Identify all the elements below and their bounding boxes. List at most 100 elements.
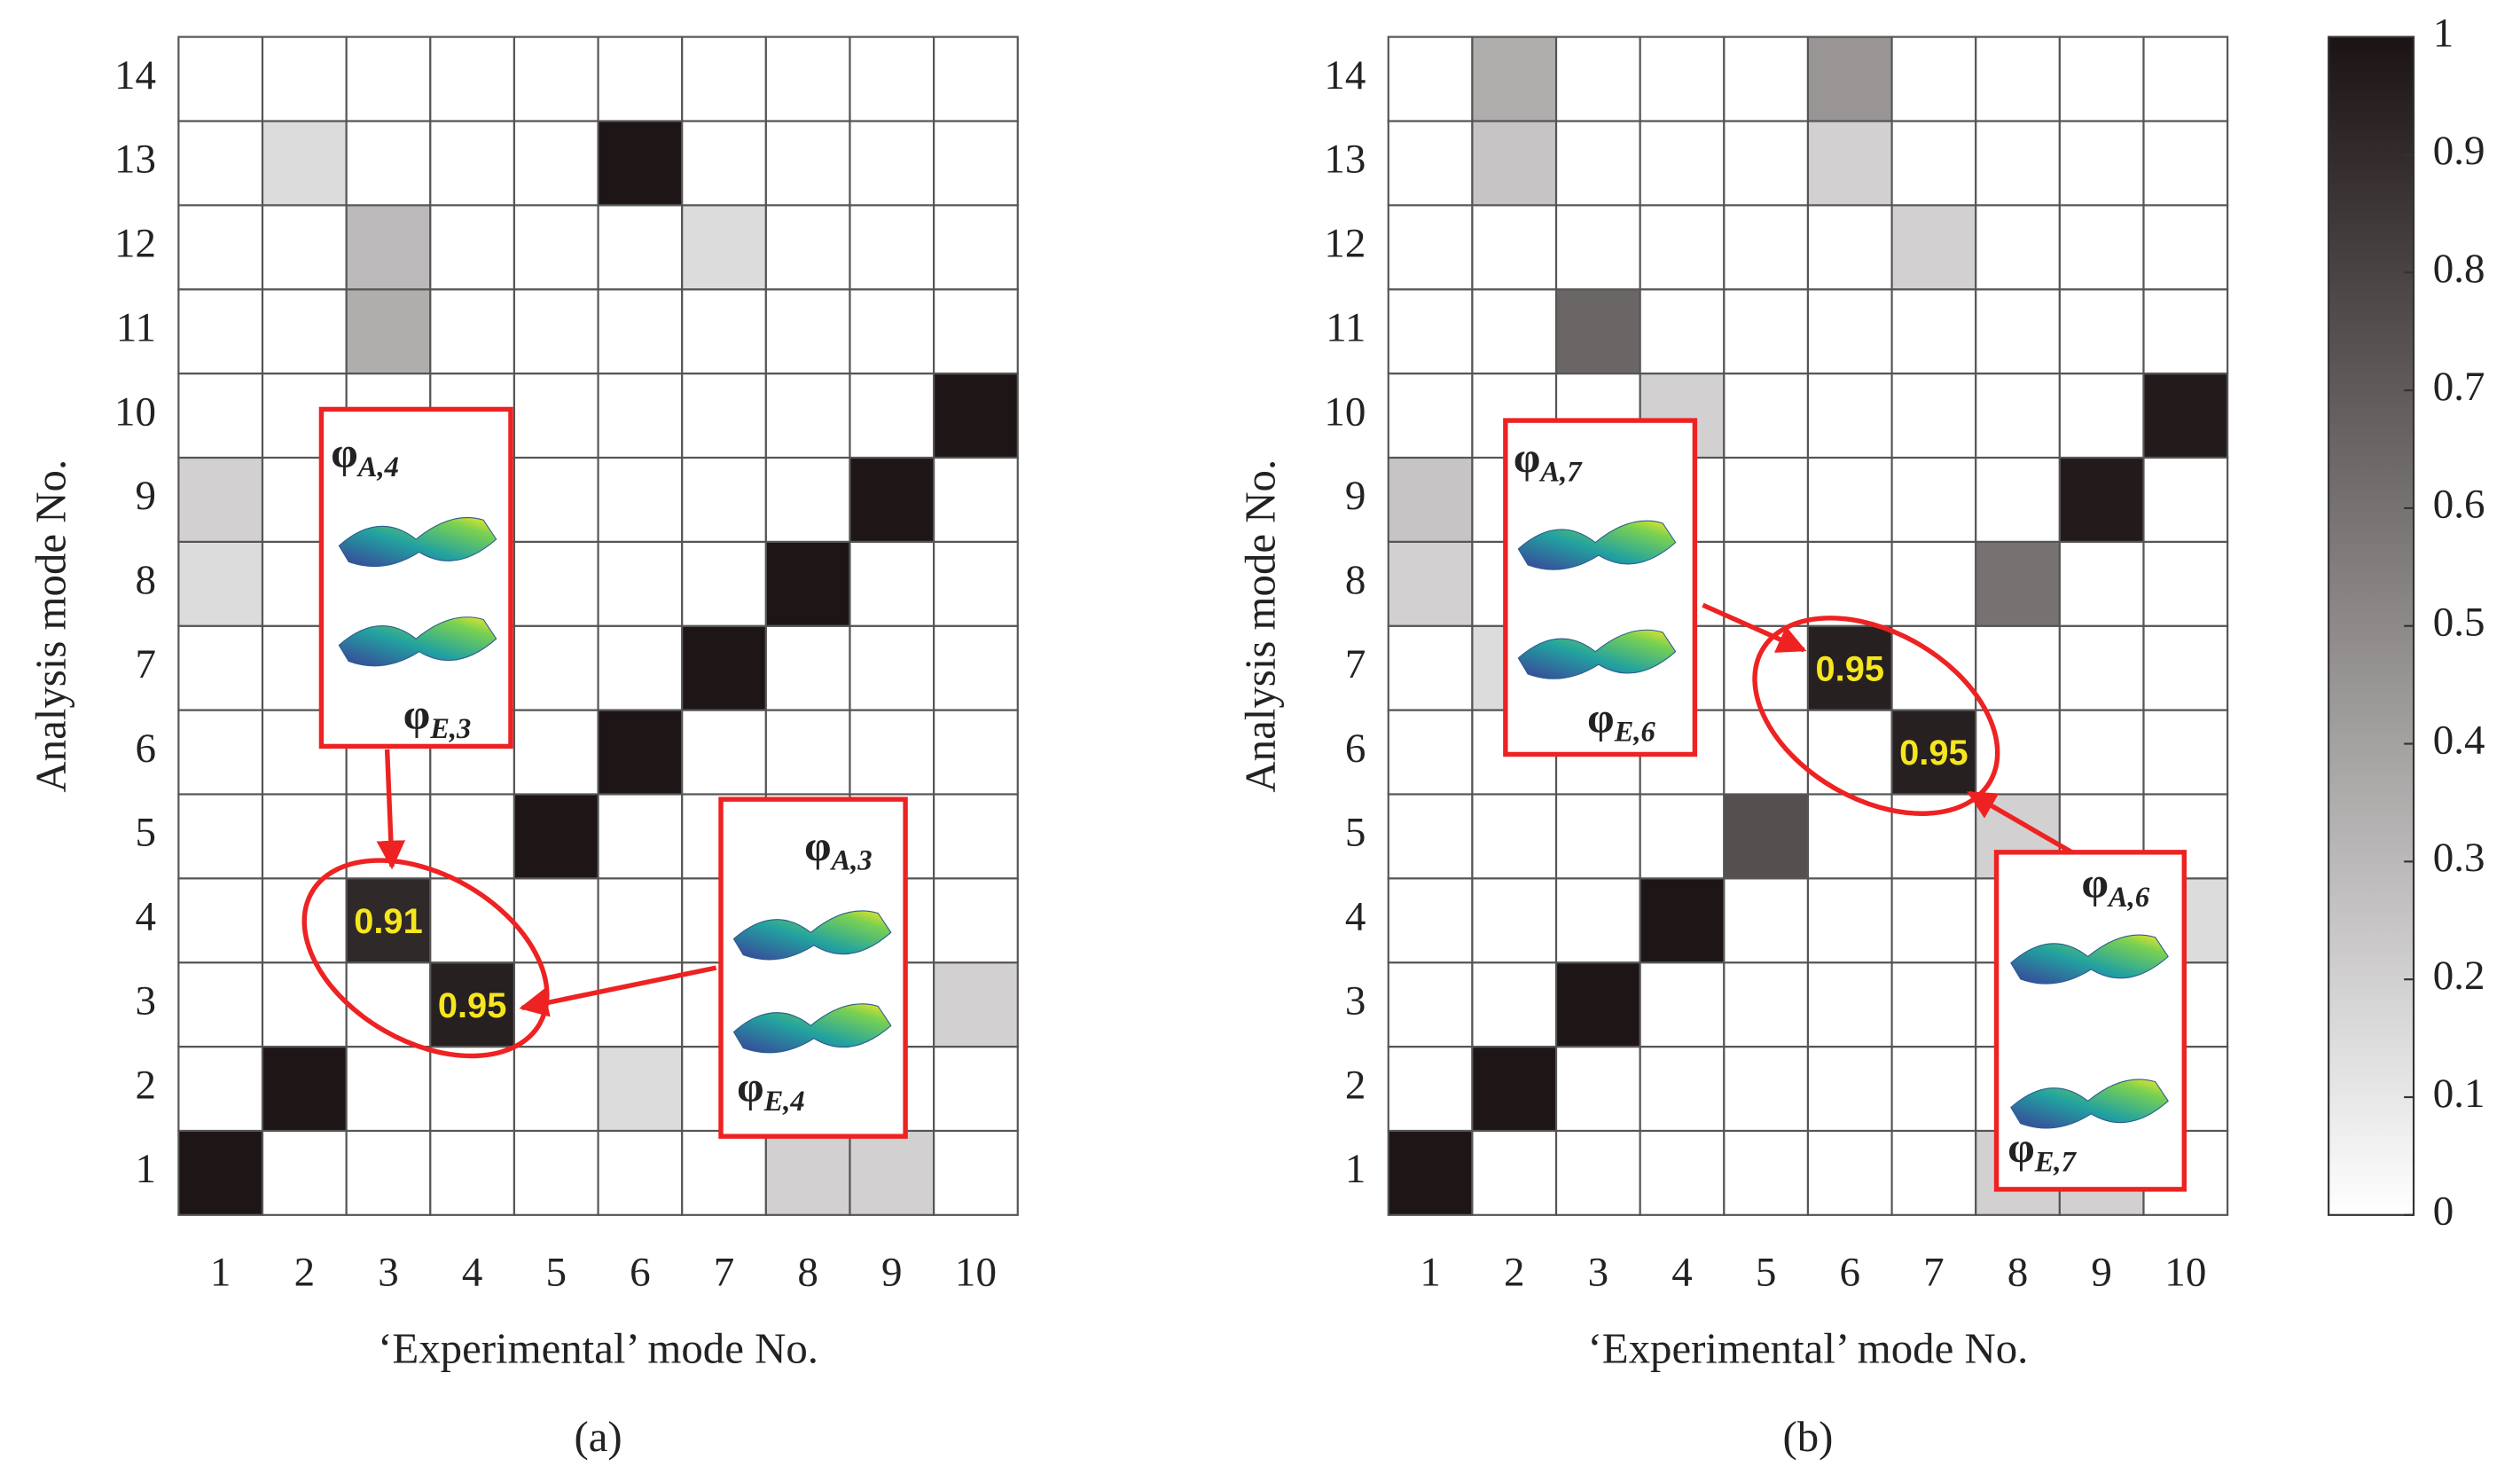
cell <box>849 624 935 711</box>
x-tick-label: 8 <box>2007 1249 2029 1295</box>
x-tick-label: 2 <box>1504 1249 1525 1295</box>
cell <box>1639 35 1726 122</box>
cell <box>261 961 348 1048</box>
cell <box>764 624 851 711</box>
value-label: 0.95 <box>1816 649 1884 688</box>
mode-shape-icon <box>2010 934 2169 985</box>
cell <box>261 35 348 122</box>
annotation-box <box>318 406 513 749</box>
cell <box>849 1129 935 1216</box>
cell <box>933 709 1019 796</box>
cell <box>1639 1129 1726 1216</box>
cell <box>2142 120 2229 207</box>
cell <box>1387 35 1474 122</box>
phi-symbol: φ <box>403 690 430 739</box>
x-tick-label: 8 <box>797 1249 818 1295</box>
colorbar-tick-label: 0 <box>2433 1189 2454 1235</box>
x-tick-label: 5 <box>1756 1249 1777 1295</box>
cell <box>2142 35 2229 122</box>
cell <box>933 35 1019 122</box>
cell <box>849 288 935 375</box>
mode-shape-label: φE,6 <box>1587 693 1655 749</box>
cell <box>1723 793 1810 880</box>
cell <box>1806 373 1893 459</box>
cell <box>429 877 516 964</box>
y-tick-label: 8 <box>136 557 157 603</box>
cell <box>513 1129 599 1216</box>
cell <box>429 35 516 122</box>
cell <box>933 288 1019 375</box>
cell <box>1975 120 2061 207</box>
y-tick-label: 13 <box>114 137 156 183</box>
cell <box>177 961 264 1048</box>
cell <box>345 1129 432 1216</box>
colorbar-tick-label: 0.6 <box>2433 482 2485 528</box>
cell <box>1471 877 1558 964</box>
y-tick-label: 1 <box>1345 1146 1366 1192</box>
cell <box>1806 624 1893 711</box>
phi-subscript: A,3 <box>830 845 873 877</box>
y-tick-label: 10 <box>1324 388 1366 435</box>
arrow <box>376 749 406 870</box>
cell <box>2058 709 2145 796</box>
y-tick-label: 12 <box>1324 221 1366 267</box>
cell <box>1639 793 1726 880</box>
cell <box>345 120 432 207</box>
x-tick-label: 3 <box>378 1249 399 1295</box>
cell <box>1806 540 1893 627</box>
cell <box>2058 35 2145 122</box>
cell <box>1890 1129 1977 1216</box>
cell <box>1387 373 1474 459</box>
cell <box>513 540 599 627</box>
cell <box>681 204 767 291</box>
x-tick-label: 2 <box>294 1249 316 1295</box>
cell <box>764 373 851 459</box>
cell <box>1890 877 1977 964</box>
cell <box>2142 709 2229 796</box>
cell <box>764 540 851 627</box>
cell <box>261 204 348 291</box>
value-label: 0.91 <box>354 902 422 941</box>
cell <box>1723 204 1810 291</box>
cell <box>1723 35 1810 122</box>
cell <box>681 456 767 543</box>
cell <box>1471 288 1558 375</box>
y-tick-label: 3 <box>1345 977 1366 1024</box>
phi-subscript: E,3 <box>429 714 471 746</box>
cell <box>261 1045 348 1133</box>
arrow <box>1966 790 2073 855</box>
y-tick-label: 4 <box>1345 894 1366 940</box>
cell <box>1975 204 2061 291</box>
cell <box>597 709 684 796</box>
cell <box>2058 204 2145 291</box>
cell <box>2058 540 2145 627</box>
mode-shape-icon <box>732 1003 892 1054</box>
cell <box>261 288 348 375</box>
cell <box>429 288 516 375</box>
mode-shape-label: φE,4 <box>737 1063 805 1118</box>
cell <box>261 793 348 880</box>
y-tick-label: 9 <box>1345 473 1366 519</box>
y-tick-label: 7 <box>136 641 157 687</box>
cell <box>1387 793 1474 880</box>
phi-symbol: φ <box>804 821 831 870</box>
value-label: 0.95 <box>438 986 506 1025</box>
x-tick-label: 7 <box>714 1249 735 1295</box>
cell <box>1639 288 1726 375</box>
cell <box>849 35 935 122</box>
cell <box>597 456 684 543</box>
cell <box>764 35 851 122</box>
cell <box>1471 35 1558 122</box>
cell <box>933 204 1019 291</box>
cell <box>933 456 1019 543</box>
colorbar-tick-label: 0.9 <box>2433 128 2485 174</box>
phi-symbol: φ <box>331 428 357 477</box>
y-tick-label: 2 <box>136 1062 157 1108</box>
x-tick-label: 1 <box>1420 1249 1441 1295</box>
cell <box>2058 456 2145 543</box>
cell <box>1387 624 1474 711</box>
cell <box>681 288 767 375</box>
y-tick-label: 1 <box>136 1146 157 1192</box>
y-tick-label: 11 <box>1326 304 1366 350</box>
cell <box>681 35 767 122</box>
